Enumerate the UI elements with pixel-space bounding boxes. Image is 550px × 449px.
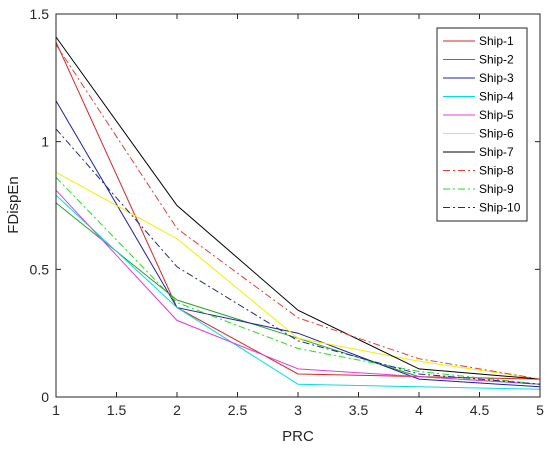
x-tick-label: 5: [536, 402, 544, 418]
x-tick-label: 4: [415, 402, 423, 418]
y-axis-label: FDispEn: [5, 176, 22, 234]
series-line-8: [55, 44, 541, 380]
y-tick-label: 1: [41, 134, 49, 150]
series-line-10: [55, 128, 541, 385]
x-tick-label: 3.5: [349, 402, 369, 418]
legend-label-9: Ship-9: [479, 182, 514, 196]
x-tick-label: 4.5: [470, 402, 490, 418]
y-tick-label: 1.5: [30, 6, 50, 22]
ticks-layer: 1 1.5 2 2.5 3 3.5 4 4.5 5 0 0.5 1 1.5: [30, 6, 545, 418]
series-layer: [55, 36, 541, 390]
y-tick-label: 0: [41, 389, 49, 405]
series-line-7: [55, 36, 541, 380]
x-tick-label: 1: [52, 402, 60, 418]
series-line-9: [55, 177, 541, 385]
legend-label-1: Ship-1: [479, 34, 514, 48]
legend-label-3: Ship-3: [479, 71, 514, 85]
x-tick-label: 2: [173, 402, 181, 418]
x-tick-label: 2.5: [228, 402, 248, 418]
series-line-5: [55, 189, 541, 385]
legend: Ship-1 Ship-2 Ship-3 Ship-4 Ship-5 Ship-6 Ship…: [436, 27, 528, 222]
legend-label-4: Ship-4: [479, 90, 514, 104]
series-line-4: [55, 194, 541, 390]
legend-label-5: Ship-5: [479, 108, 514, 122]
legend-label-8: Ship-8: [479, 164, 514, 178]
x-axis-label: PRC: [282, 428, 314, 445]
series-line-6: [55, 171, 541, 380]
legend-label-7: Ship-7: [479, 145, 514, 159]
series-line-3: [55, 100, 541, 388]
y-tick-label: 0.5: [30, 261, 50, 277]
x-tick-label: 1.5: [107, 402, 127, 418]
x-tick-label: 3: [294, 402, 302, 418]
legend-label-2: Ship-2: [479, 53, 514, 67]
legend-label-6: Ship-6: [479, 127, 514, 141]
legend-box: [436, 27, 528, 222]
legend-label-10: Ship-10: [479, 201, 521, 215]
